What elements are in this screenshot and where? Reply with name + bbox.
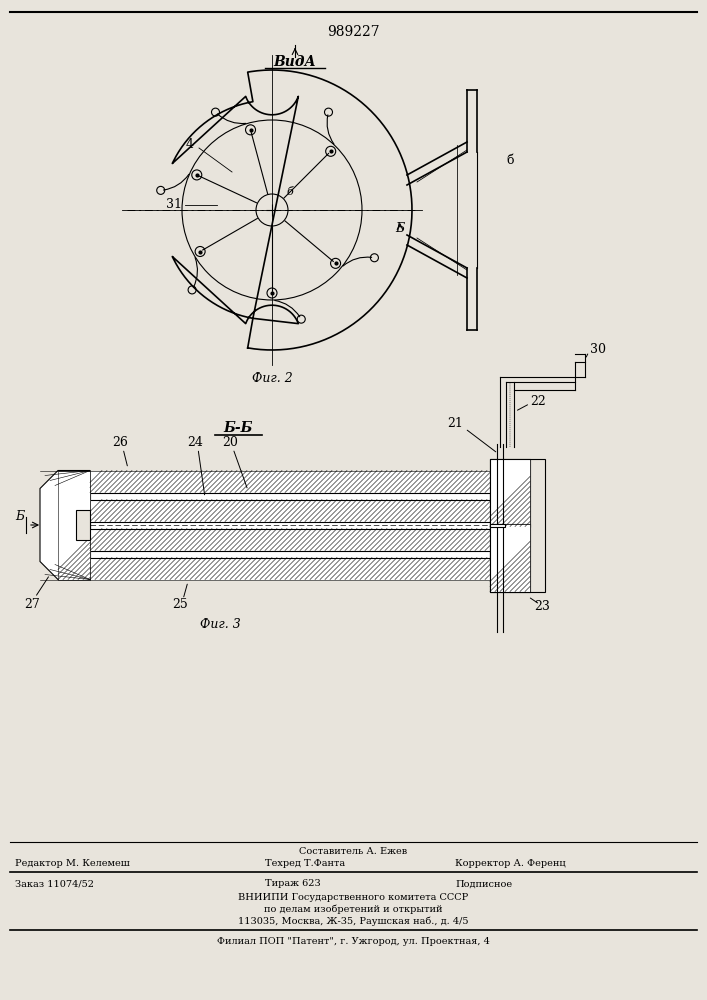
Text: Б: Б <box>16 510 25 524</box>
Bar <box>76 510 90 540</box>
Text: Фиг. 3: Фиг. 3 <box>199 618 240 631</box>
Text: 30: 30 <box>590 343 606 356</box>
Bar <box>90 528 490 550</box>
Bar <box>490 458 545 591</box>
Text: Заказ 11074/52: Заказ 11074/52 <box>15 880 94 888</box>
Text: 31: 31 <box>166 198 182 212</box>
Bar <box>90 492 490 499</box>
Text: 24: 24 <box>187 436 203 449</box>
Text: 22: 22 <box>530 395 546 408</box>
Text: по делам изобретений и открытий: по делам изобретений и открытий <box>264 904 443 914</box>
Bar <box>490 524 530 591</box>
Text: Подписное: Подписное <box>455 880 512 888</box>
Text: б: б <box>286 187 293 197</box>
Text: 113035, Москва, Ж-35, Раушская наб., д. 4/5: 113035, Москва, Ж-35, Раушская наб., д. … <box>238 916 468 926</box>
Text: б: б <box>506 153 514 166</box>
Text: 21: 21 <box>447 417 463 430</box>
Text: 25: 25 <box>172 598 188 611</box>
Text: Филиал ПОП "Патент", г. Ужгород, ул. Проектная, 4: Филиал ПОП "Патент", г. Ужгород, ул. Про… <box>216 938 489 946</box>
Text: Фиг. 2: Фиг. 2 <box>252 371 293 384</box>
Text: 23: 23 <box>534 600 550 613</box>
Text: 27: 27 <box>24 598 40 611</box>
Bar <box>90 558 490 580</box>
Text: Техред Т.Фанта: Техред Т.Фанта <box>265 859 345 868</box>
Text: Редактор М. Келемеш: Редактор М. Келемеш <box>15 859 130 868</box>
Bar <box>490 458 530 526</box>
Text: Корректор А. Ференц: Корректор А. Ференц <box>455 859 566 868</box>
Text: Б: Б <box>395 222 404 234</box>
Bar <box>490 524 530 591</box>
Bar <box>90 499 490 522</box>
Text: ВидА: ВидА <box>274 55 316 69</box>
Text: Б-Б: Б-Б <box>223 421 252 435</box>
Bar <box>490 524 505 526</box>
Bar <box>490 458 530 526</box>
Text: 4: 4 <box>186 138 194 151</box>
Text: 989227: 989227 <box>327 25 380 39</box>
Text: 20: 20 <box>222 436 238 449</box>
Bar <box>90 522 490 528</box>
Bar <box>90 471 490 492</box>
Bar <box>90 550 490 558</box>
Text: Составитель А. Ежев: Составитель А. Ежев <box>299 848 407 856</box>
Bar <box>58 471 90 580</box>
Text: Тираж 623: Тираж 623 <box>265 880 321 888</box>
Text: 26: 26 <box>112 436 128 449</box>
Polygon shape <box>40 471 90 580</box>
Text: ВНИИПИ Государственного комитета СССР: ВНИИПИ Государственного комитета СССР <box>238 892 468 902</box>
